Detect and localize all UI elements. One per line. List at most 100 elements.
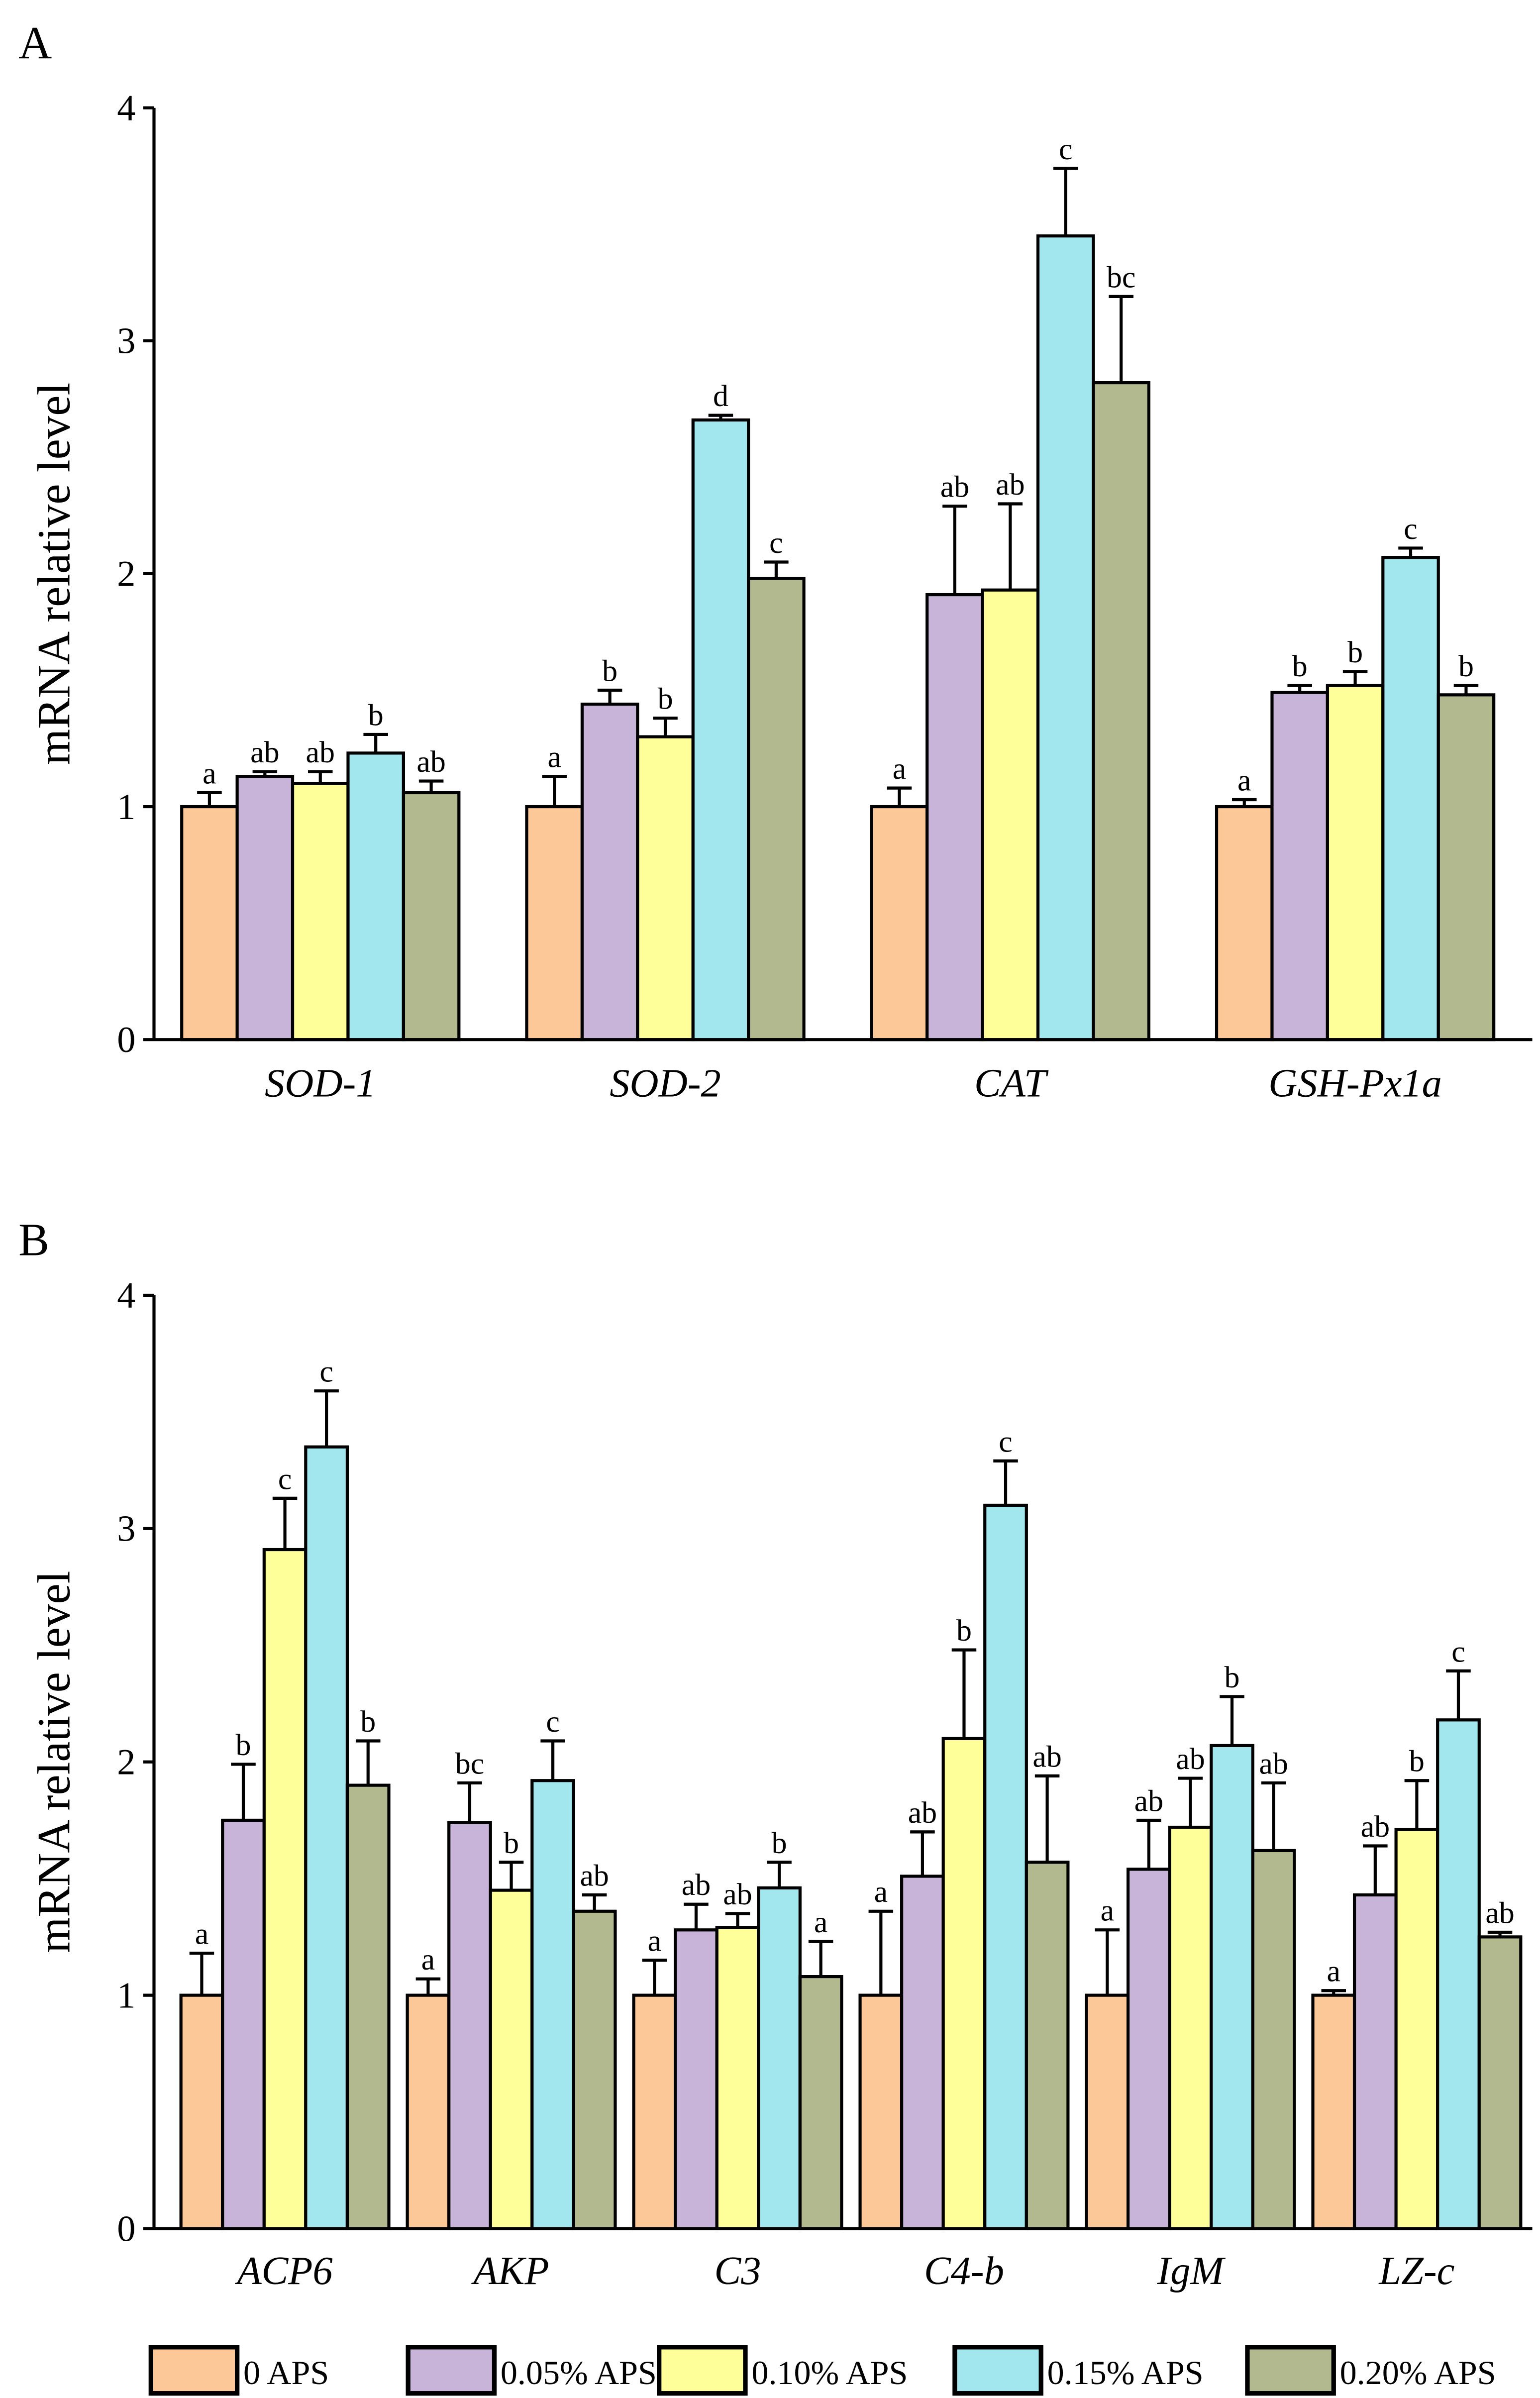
bar: [1437, 693, 1496, 1042]
bar: [1270, 691, 1329, 1042]
category-label: LZ-c: [1378, 2249, 1454, 2293]
significance-letter: b: [602, 654, 617, 688]
y-tick-label: 2: [117, 1742, 135, 1782]
legend-label: 0.05% APS: [501, 2354, 657, 2392]
bar: [925, 593, 984, 1042]
bar: [1092, 381, 1150, 1042]
y-tick-label: 0: [117, 1020, 135, 1060]
bar: [632, 1993, 677, 2230]
bar: [1251, 1849, 1296, 2230]
significance-letter: b: [772, 1826, 787, 1860]
legend-swatch: [406, 2345, 497, 2396]
significance-letter: c: [1451, 1635, 1465, 1668]
significance-letter: bc: [455, 1747, 484, 1780]
y-tick-label: 4: [117, 88, 135, 128]
bar: [345, 1783, 391, 2230]
y-tick-label: 3: [117, 321, 135, 362]
bar: [580, 702, 639, 1042]
legend-item: 0.15% APS: [952, 2345, 1204, 2396]
significance-letter: a: [1101, 1894, 1114, 1928]
legend-label: 0 APS: [243, 2354, 329, 2392]
bar: [715, 1926, 760, 2230]
bar: [291, 782, 350, 1042]
bar: [1126, 1868, 1171, 2230]
bar: [1311, 1993, 1356, 2230]
significance-letter: b: [368, 698, 384, 732]
bar: [981, 588, 1040, 1042]
bar: [747, 577, 806, 1042]
significance-letter: a: [874, 1875, 888, 1909]
y-tick-label: 2: [117, 554, 135, 595]
category-label: SOD-2: [610, 1061, 721, 1106]
bar: [235, 775, 295, 1042]
legend-item: 0 APS: [148, 2345, 329, 2396]
bar: [221, 1818, 266, 2230]
significance-letter: bc: [1107, 260, 1135, 294]
bar: [1210, 1744, 1254, 2230]
significance-letter: a: [203, 756, 216, 790]
category-label: C4-b: [924, 2249, 1004, 2293]
significance-letter: c: [1404, 512, 1417, 546]
bar: [1215, 805, 1274, 1042]
significance-letter: ab: [580, 1859, 609, 1892]
bar: [1381, 556, 1440, 1042]
bar: [1036, 234, 1095, 1042]
legend-item: 0.05% APS: [406, 2345, 657, 2396]
significance-letter: a: [648, 1924, 661, 1958]
legend-swatch: [1245, 2345, 1336, 2396]
bar: [1085, 1993, 1130, 2230]
bar: [525, 805, 584, 1042]
bar: [1326, 684, 1385, 1042]
legend-label: 0.15% APS: [1047, 2354, 1204, 2392]
bar: [180, 805, 239, 1042]
significance-letter: c: [278, 1462, 292, 1496]
significance-letter: ab: [908, 1796, 937, 1830]
legend-item: 0.20% APS: [1245, 2345, 1496, 2396]
significance-letter: ab: [1134, 1784, 1163, 1818]
significance-letter: ab: [416, 745, 445, 779]
legend-swatch: [952, 2345, 1043, 2396]
significance-letter: b: [1225, 1661, 1240, 1694]
panel-label: A: [18, 18, 52, 69]
bar: [798, 1975, 843, 2230]
category-label: SOD-1: [265, 1061, 376, 1106]
significance-letter: a: [1327, 1955, 1340, 1988]
y-tick-label: 3: [117, 1509, 135, 1550]
bar: [1352, 1893, 1398, 2230]
y-tick-label: 1: [117, 787, 135, 828]
significance-letter: b: [1409, 1745, 1425, 1778]
significance-letter: b: [360, 1705, 376, 1739]
significance-letter: ab: [1361, 1810, 1390, 1844]
significance-letter: a: [1237, 763, 1251, 797]
bar: [983, 1503, 1028, 2230]
legend-item: 0.10% APS: [657, 2345, 908, 2396]
significance-letter: ab: [250, 735, 279, 769]
significance-letter: b: [658, 682, 673, 716]
legend-swatch: [148, 2345, 240, 2396]
bar: [1394, 1828, 1439, 2230]
significance-letter: ab: [1032, 1740, 1061, 1773]
bar: [691, 418, 750, 1042]
category-label: AKP: [471, 2249, 549, 2293]
significance-letter: b: [504, 1826, 519, 1860]
significance-letter: a: [195, 1917, 208, 1951]
significance-letter: c: [1059, 132, 1072, 166]
significance-letter: a: [893, 752, 906, 786]
significance-letter: ab: [306, 735, 335, 769]
bar: [572, 1909, 617, 2230]
significance-letter: ab: [1485, 1896, 1514, 1930]
bar: [489, 1888, 534, 2230]
significance-letter: ab: [1259, 1747, 1288, 1780]
significance-letter: a: [814, 1905, 827, 1939]
significance-letter: c: [319, 1355, 333, 1389]
bar: [1436, 1718, 1481, 2230]
significance-letter: a: [421, 1943, 435, 1977]
bar: [757, 1886, 802, 2230]
bar: [1168, 1825, 1213, 2230]
bar: [1025, 1861, 1070, 2230]
significance-letter: b: [956, 1614, 972, 1648]
category-label: C3: [715, 2249, 761, 2293]
category-label: CAT: [974, 1061, 1049, 1106]
